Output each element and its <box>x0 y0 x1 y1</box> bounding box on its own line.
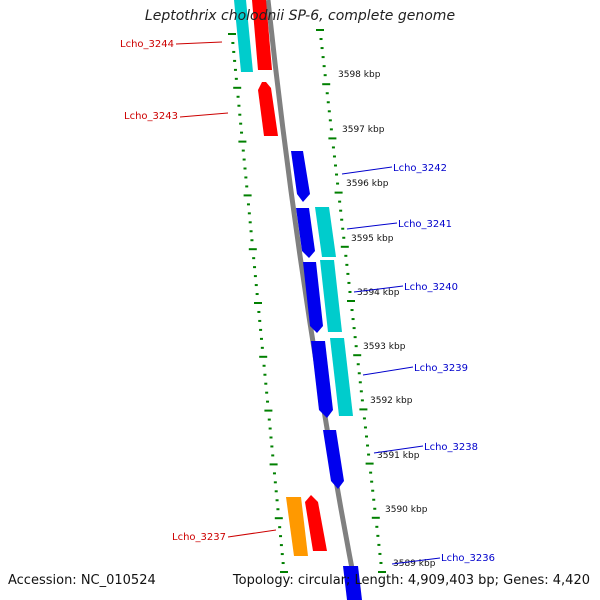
kbp-label: 3594 kbp <box>357 288 400 298</box>
kbp-label: 3595 kbp <box>351 234 394 244</box>
kbp-label: 3591 kbp <box>377 451 420 461</box>
gene-feature-orange[interactable] <box>286 497 308 556</box>
gene-label-lcho-3243[interactable]: Lcho_3243 <box>124 111 178 122</box>
kbp-label: 3593 kbp <box>363 342 406 352</box>
accession-text: Accession: NC_010524 <box>8 573 156 588</box>
leader-line <box>362 366 414 376</box>
leader-line <box>391 557 441 565</box>
genome-backbone <box>265 0 361 600</box>
gene-labels: Lcho_3244 Lcho_3243 Lcho_3242 Lcho_3241 … <box>120 39 495 564</box>
minor-ticks-right <box>316 29 386 573</box>
genome-stats-text: Topology: circular; Length: 4,909,403 bp… <box>232 573 590 588</box>
kbp-labels: 3598 kbp 3597 kbp 3596 kbp 3595 kbp 3594… <box>338 70 436 569</box>
gene-label-lcho-3241[interactable]: Lcho_3241 <box>398 219 452 230</box>
gene-label-lcho-3239[interactable]: Lcho_3239 <box>414 363 468 374</box>
leader-line <box>353 285 404 293</box>
kbp-label: 3597 kbp <box>342 125 385 135</box>
gene-label-lcho-3244[interactable]: Lcho_3244 <box>120 39 174 50</box>
gene-feature-red[interactable] <box>252 0 272 70</box>
leader-line <box>227 529 277 538</box>
kbp-label: 3598 kbp <box>338 70 381 80</box>
leader-line <box>346 222 398 230</box>
gene-feature-blue[interactable] <box>323 430 344 489</box>
label-leader-lines <box>175 41 441 565</box>
leader-line <box>373 445 424 454</box>
kbp-label: 3590 kbp <box>385 505 428 515</box>
gene-feature-blue[interactable] <box>303 262 323 333</box>
map-title: Leptothrix cholodnii SP-6, complete geno… <box>144 8 456 24</box>
leader-line <box>341 166 393 175</box>
gene-feature-cyan[interactable] <box>315 207 336 257</box>
gene-features <box>234 0 362 600</box>
kbp-label: 3589 kbp <box>393 559 436 569</box>
gene-label-lcho-3240[interactable]: Lcho_3240 <box>404 282 458 293</box>
gene-feature-red[interactable] <box>258 82 278 136</box>
gene-feature-cyan[interactable] <box>330 338 353 416</box>
gene-feature-cyan[interactable] <box>234 0 253 72</box>
minor-ticks-left <box>228 33 288 573</box>
gene-feature-blue[interactable] <box>296 208 315 258</box>
gene-label-lcho-3236[interactable]: Lcho_3236 <box>441 553 495 564</box>
gene-feature-red[interactable] <box>305 495 327 551</box>
gene-label-lcho-3242[interactable]: Lcho_3242 <box>393 163 447 174</box>
gene-feature-blue[interactable] <box>343 566 362 600</box>
gene-label-lcho-3237[interactable]: Lcho_3237 <box>172 532 226 543</box>
gene-feature-cyan[interactable] <box>320 260 342 332</box>
leader-line <box>175 41 223 45</box>
gene-feature-blue[interactable] <box>311 341 333 418</box>
gene-label-lcho-3238[interactable]: Lcho_3238 <box>424 442 478 453</box>
gene-feature-blue[interactable] <box>291 151 310 202</box>
leader-line <box>179 112 229 118</box>
kbp-label: 3596 kbp <box>346 179 389 189</box>
kbp-label: 3592 kbp <box>370 396 413 406</box>
